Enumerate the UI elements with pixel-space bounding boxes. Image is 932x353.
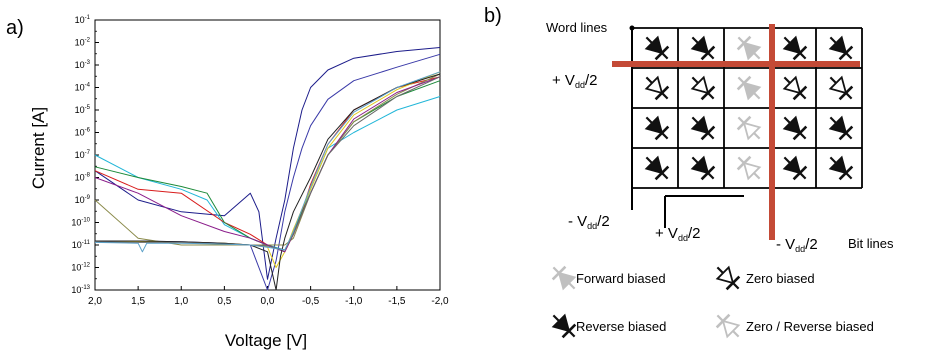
series-line-4: [94, 76, 441, 253]
diode-array: [644, 35, 854, 181]
y-tick-label: 10-7: [75, 150, 91, 160]
diode-zero: [690, 75, 716, 101]
y-tick-label: 10-6: [75, 128, 91, 138]
x-tick-label: -0,5: [302, 296, 320, 307]
legend-item-zero-reverse: Zero / Reverse biased: [715, 313, 874, 339]
x-tick-label: -1,5: [388, 296, 406, 307]
legend-item-forward: Forward biased: [551, 265, 666, 291]
diode-reverse: [782, 155, 808, 181]
panel-b-diagram: b) Word lines + Vdd/2 - Vdd/2 + Vdd/2 - …: [484, 5, 894, 339]
series-line-5: [94, 80, 441, 253]
bit-lines-label: Bit lines: [848, 236, 894, 251]
y-tick-label: 10-1: [75, 15, 91, 25]
legend-symbol-zero-reverse: [715, 313, 741, 339]
x-tick-label: 1,0: [174, 296, 188, 307]
minus-vdd-bottom-label: - Vdd/2: [776, 236, 818, 254]
chart-series: [94, 47, 441, 291]
x-tick-label: 0,0: [261, 296, 275, 307]
x-axis-ticks: 2,0 1,5 1,0 0,5 0,0 -0,5 -1,0 -1,5 -2,0: [88, 286, 449, 307]
y-tick-label: 10-10: [71, 218, 90, 228]
diode-reverse: [690, 115, 716, 141]
legend-label: Forward biased: [576, 271, 666, 286]
legend-label: Reverse biased: [576, 319, 666, 334]
diode-reverse: [828, 155, 854, 181]
x-axis-title: Voltage [V]: [225, 331, 307, 350]
series-line-2: [95, 53, 441, 291]
diode-reverse: [782, 35, 808, 61]
diode-forward: [736, 75, 762, 101]
y-tick-label: 10-2: [75, 38, 91, 48]
diode-zero-reverse: [736, 115, 762, 141]
panel-a-chart: a) Current [A] Voltage [V] 10-110-210-31…: [6, 15, 449, 350]
y-axis-ticks: 10-1 10-2 10-3 10-4 10-5 10-6 10-7 10-8 10-9 10-1…: [71, 15, 99, 295]
diode-zero: [644, 75, 670, 101]
series-line-11: [94, 71, 441, 253]
plus-vdd-bottom-label: + Vdd/2: [655, 225, 700, 243]
x-tick-label: 2,0: [88, 296, 102, 307]
x-tick-label: 0,5: [217, 296, 231, 307]
series-line-9: [95, 73, 441, 291]
minus-vdd-left-label: - Vdd/2: [568, 213, 610, 231]
diode-reverse: [782, 115, 808, 141]
series-line-6: [94, 73, 441, 246]
plot-frame: [94, 19, 441, 291]
x-tick-label: 1,5: [131, 296, 145, 307]
legend-label: Zero biased: [746, 271, 815, 286]
y-tick-label: 10-3: [75, 60, 91, 70]
diode-reverse: [644, 155, 670, 181]
series-line-8: [94, 76, 441, 253]
diode-reverse: [828, 35, 854, 61]
y-tick-label: 10-5: [75, 105, 91, 115]
plus-vdd-left-label: + Vdd/2: [552, 72, 597, 90]
word-lines-label: Word lines: [546, 20, 608, 35]
x-tick-label: -2,0: [431, 296, 449, 307]
diode-zero-reverse: [736, 155, 762, 181]
y-tick-label: 10-4: [75, 83, 91, 93]
legend-symbol-zero: [715, 265, 741, 291]
y-tick-label: 10-12: [71, 263, 90, 273]
x-tick-label: -1,0: [345, 296, 363, 307]
diode-zero: [828, 75, 854, 101]
legend-label: Zero / Reverse biased: [746, 319, 874, 334]
y-tick-label: 10-9: [75, 195, 91, 205]
diode-reverse: [828, 115, 854, 141]
diode-reverse: [690, 155, 716, 181]
y-axis-title: Current [A]: [29, 107, 48, 189]
legend-symbol-forward: [551, 265, 577, 291]
series-line-10: [94, 76, 441, 251]
legend-symbol-reverse: [551, 313, 577, 339]
diode-zero: [782, 75, 808, 101]
diode-reverse: [644, 115, 670, 141]
legend-item-zero: Zero biased: [715, 265, 815, 291]
series-line-1: [94, 47, 441, 280]
y-tick-label: 10-11: [72, 240, 91, 250]
panel-a-label: a): [6, 17, 24, 39]
diode-legend: Forward biased Zero biased Reverse biased Z…: [551, 265, 874, 339]
legend-item-reverse: Reverse biased: [551, 313, 666, 339]
y-tick-label: 10-8: [75, 173, 91, 183]
diode-reverse: [644, 35, 670, 61]
panel-b-label: b): [484, 5, 502, 27]
diode-reverse: [690, 35, 716, 61]
y-tick-label: 10-13: [71, 285, 90, 295]
series-line-3: [94, 96, 441, 251]
diode-forward: [736, 35, 762, 61]
